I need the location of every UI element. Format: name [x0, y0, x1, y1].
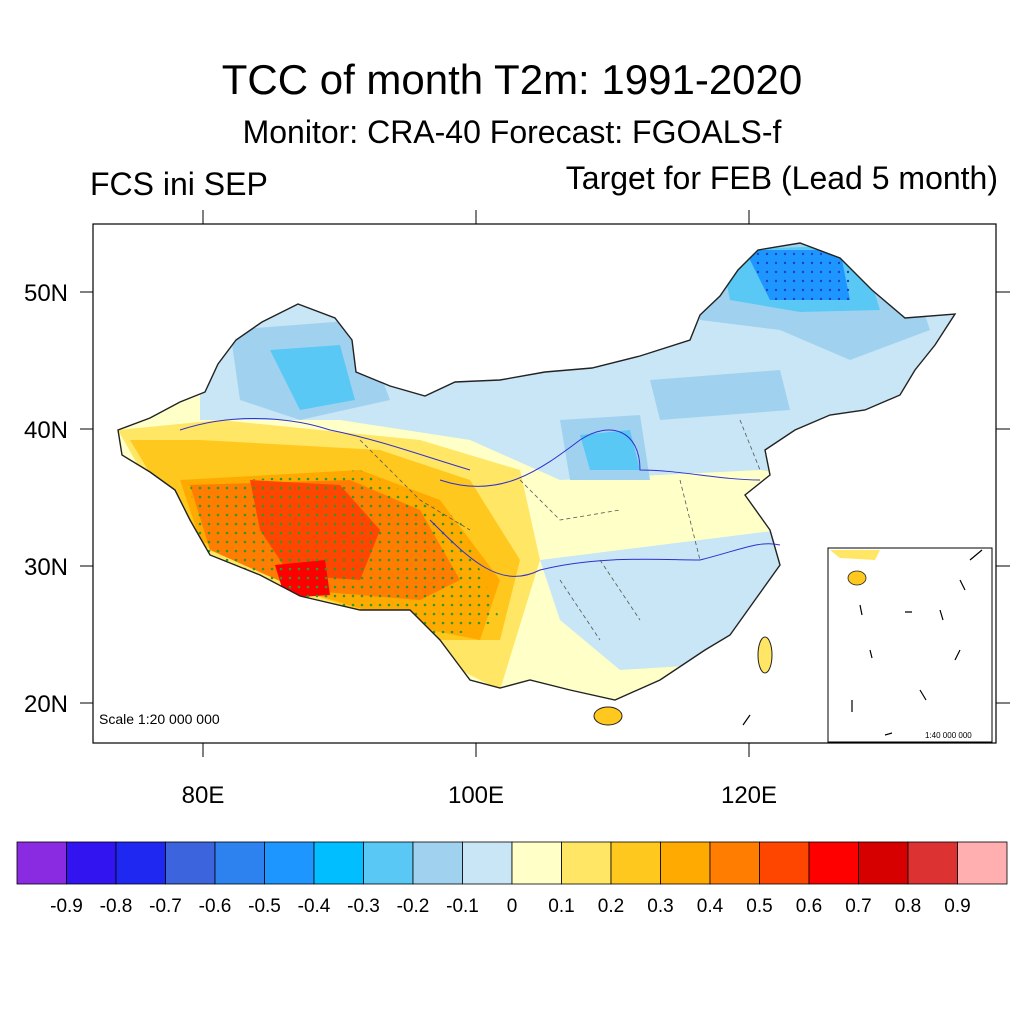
- colorbar-label: -0.5: [248, 896, 281, 917]
- colorbar-swatch: [214, 841, 265, 885]
- colorbar-swatch: [66, 841, 117, 885]
- colorbar-label: -0.7: [149, 896, 182, 917]
- colorbar-label: -0.4: [297, 896, 331, 917]
- colorbar-label: -0.2: [396, 896, 430, 917]
- colorbar-label: 0.6: [795, 896, 823, 917]
- colorbar-label: 0.4: [696, 896, 724, 917]
- colorbar-label: -0.1: [446, 896, 479, 917]
- colorbar-swatch: [363, 841, 414, 885]
- colorbar-label: 0.3: [647, 896, 674, 917]
- colorbar-label: 0.2: [597, 896, 625, 917]
- map-subtitle: Monitor: CRA-40 Forecast: FGOALS-f: [242, 114, 782, 150]
- colorbar-swatch: [858, 841, 909, 885]
- colorbar-swatch: [759, 841, 810, 885]
- lon-label-120e: 120E: [720, 782, 778, 809]
- lat-label-20n: 20N: [23, 691, 68, 718]
- tarim-river: [179, 418, 471, 471]
- colorbar-swatch: [561, 841, 612, 885]
- colorbar-swatch: [16, 841, 67, 885]
- colorbar-swatch: [660, 841, 711, 885]
- yangtze-river: [429, 519, 781, 577]
- lat-ticks: [80, 291, 1010, 704]
- colorbar-swatch: [511, 841, 562, 885]
- taiwan-island: [757, 636, 773, 674]
- colorbar-swatch: [907, 841, 958, 885]
- lat-label-30n: 30N: [23, 554, 68, 581]
- colorbar-swatch: [957, 841, 1008, 885]
- colorbar-label: 0.1: [548, 896, 575, 917]
- lat-label-50n: 50N: [23, 280, 68, 307]
- colorbar: [16, 841, 1008, 885]
- china-border: [117, 242, 957, 701]
- colorbar-swatch: [115, 841, 166, 885]
- init-label: FCS ini SEP: [90, 166, 268, 202]
- lon-label-80e: 80E: [181, 782, 225, 809]
- colorbar-label: 0.9: [944, 896, 971, 917]
- colorbar-label: -0.9: [50, 896, 83, 917]
- colorbar-swatch: [808, 841, 859, 885]
- lat-label-40n: 40N: [23, 417, 68, 444]
- colorbar-swatch: [412, 841, 463, 885]
- map-title: TCC of month T2m: 1991-2020: [221, 56, 803, 103]
- colorbar-label: -0.6: [198, 896, 232, 917]
- hainan-island: [593, 706, 623, 726]
- colorbar-swatch: [313, 841, 364, 885]
- colorbar-label: -0.8: [99, 896, 133, 917]
- colorbar-label: 0: [506, 896, 518, 917]
- colorbar-swatch: [165, 841, 216, 885]
- colorbar-swatch: [709, 841, 760, 885]
- colorbar-swatch: [264, 841, 315, 885]
- colorbar-label: -0.3: [347, 896, 380, 917]
- lon-label-100e: 100E: [447, 782, 505, 809]
- colorbar-swatch: [462, 841, 513, 885]
- colorbar-label: 0.8: [894, 896, 922, 917]
- colorbar-label: 0.5: [746, 896, 773, 917]
- yellow-river: [439, 429, 761, 487]
- inset-scale-label: 1:40 000 000: [925, 731, 972, 740]
- colorbar-label: 0.7: [845, 896, 872, 917]
- scale-label: Scale 1:20 000 000: [99, 711, 220, 727]
- lon-ticks: [202, 210, 750, 757]
- colorbar-swatch: [610, 841, 661, 885]
- target-label: Target for FEB (Lead 5 month): [565, 160, 998, 196]
- province-boundaries: [359, 419, 761, 641]
